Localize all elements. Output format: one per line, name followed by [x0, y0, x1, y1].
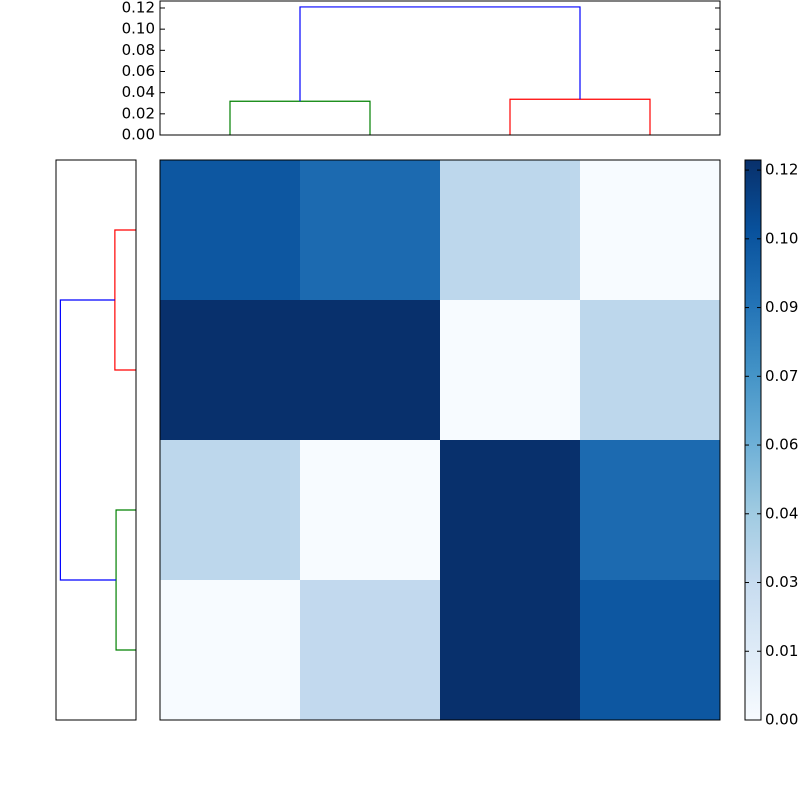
dendrogram-link	[115, 509, 136, 651]
heatmap-cell	[300, 440, 441, 581]
heatmap-cell	[580, 300, 721, 441]
dendrogram-link	[299, 6, 581, 102]
y-tick-label: 0.08	[122, 41, 155, 59]
axes-frame	[159, 0, 721, 136]
colorbar-tick-label: 0.03	[765, 573, 798, 591]
colorbar-tick-label: 0.12	[765, 161, 798, 179]
heatmap-cell	[440, 440, 581, 581]
colorbar-tick-label: 0.07	[765, 367, 798, 385]
heatmap-cell	[440, 300, 581, 441]
colorbar-tick-label: 0.10	[765, 229, 798, 247]
y-tick-label: 0.02	[122, 104, 155, 122]
heatmap-cell	[300, 300, 441, 441]
dendrogram-link	[229, 100, 371, 135]
colorbar-tick-label: 0.04	[765, 504, 798, 522]
heatmap-cell	[440, 160, 581, 301]
dendrogram-link	[509, 98, 651, 135]
axes-frame	[55, 159, 137, 721]
heatmap-cell	[580, 580, 721, 721]
colorbar-tick-label: 0.06	[765, 436, 798, 454]
heatmap-cell	[580, 160, 721, 301]
y-tick-label: 0.10	[122, 20, 155, 38]
heatmap-cell	[300, 160, 441, 301]
dendrogram-link	[59, 299, 117, 581]
colorbar-tick-label: 0.01	[765, 642, 798, 660]
axes-frame	[159, 159, 721, 721]
y-tick-label: 0.04	[122, 83, 155, 101]
y-tick-label: 0.12	[122, 0, 155, 16]
dendrogram-link	[114, 229, 136, 371]
y-tick-label: 0.00	[122, 126, 155, 144]
y-tick-label: 0.06	[122, 62, 155, 80]
heatmap-cell	[160, 580, 301, 721]
heatmap-cell	[160, 160, 301, 301]
colorbar-tick-label: 0.09	[765, 298, 798, 316]
heatmap-cell	[160, 300, 301, 441]
colorbar	[744, 159, 762, 721]
heatmap-cell	[160, 440, 301, 581]
heatmap-cell	[300, 580, 441, 721]
heatmap-cell	[580, 440, 721, 581]
colorbar-tick-label: 0.00	[765, 711, 798, 729]
heatmap-cell	[440, 580, 581, 721]
